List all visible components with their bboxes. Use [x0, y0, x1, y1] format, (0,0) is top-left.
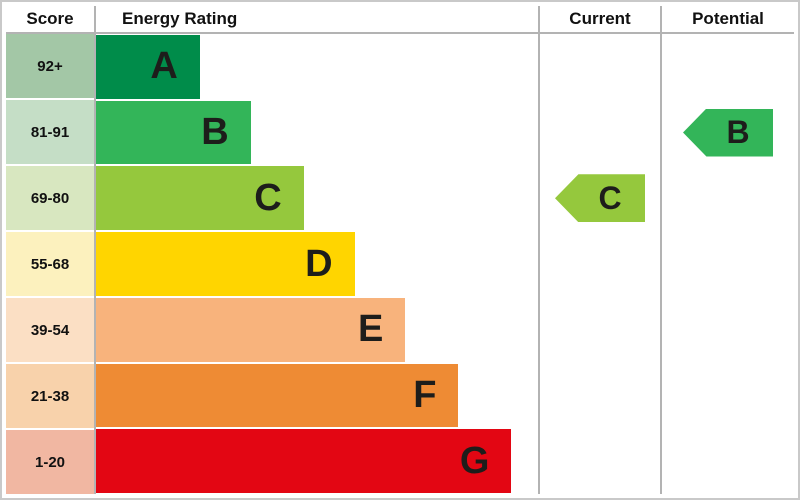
rating-letter-g: G — [459, 439, 490, 482]
rating-bar-a: A — [96, 35, 200, 99]
score-cell-e: 39-54 — [6, 298, 94, 364]
rating-letter-a: A — [150, 45, 178, 88]
score-cell-f: 21-38 — [6, 364, 94, 430]
current-arrow-slot: C — [540, 165, 660, 231]
rating-row-c: C — [96, 165, 538, 231]
score-cell-a: 92+ — [6, 34, 94, 100]
potential-rating-letter: B — [726, 114, 750, 151]
current-rating-arrow: C — [555, 174, 645, 223]
rating-bar-g: G — [96, 429, 512, 494]
score-header: Score — [6, 6, 96, 32]
rating-column: A B C D E F G — [96, 34, 540, 494]
current-column: C — [540, 34, 662, 494]
rating-bar-c: C — [96, 166, 304, 231]
score-cell-b: 81-91 — [6, 100, 94, 166]
rating-row-g: G — [96, 428, 538, 494]
rating-row-d: D — [96, 231, 538, 297]
rating-row-f: F — [96, 363, 538, 429]
energy-rating-header: Energy Rating — [96, 6, 540, 32]
rating-bar-e: E — [96, 297, 406, 362]
rating-row-e: E — [96, 297, 538, 363]
rating-row-b: B — [96, 100, 538, 166]
rating-letter-c: C — [254, 176, 282, 219]
score-cell-d: 55-68 — [6, 232, 94, 298]
score-cell-g: 1-20 — [6, 430, 94, 494]
rating-letter-f: F — [413, 373, 437, 416]
score-cell-c: 69-80 — [6, 166, 94, 232]
header-row: Score Energy Rating Current Potential — [6, 6, 794, 34]
rating-row-a: A — [96, 34, 538, 100]
score-column: 92+ 81-91 69-80 55-68 39-54 21-38 1-20 — [6, 34, 96, 494]
current-header: Current — [540, 6, 662, 32]
potential-column: B — [662, 34, 794, 494]
rating-bar-d: D — [96, 232, 355, 296]
rating-bar-b: B — [96, 100, 251, 165]
rating-letter-b: B — [201, 111, 229, 154]
current-rating-letter: C — [598, 179, 622, 216]
rating-letter-e: E — [358, 308, 384, 351]
rating-bar-f: F — [96, 363, 459, 428]
potential-rating-arrow: B — [683, 108, 773, 157]
potential-arrow-slot: B — [662, 100, 794, 166]
rating-letter-d: D — [305, 242, 333, 285]
chart-body: 92+ 81-91 69-80 55-68 39-54 21-38 1-20 A… — [6, 34, 794, 494]
potential-header: Potential — [692, 9, 764, 28]
